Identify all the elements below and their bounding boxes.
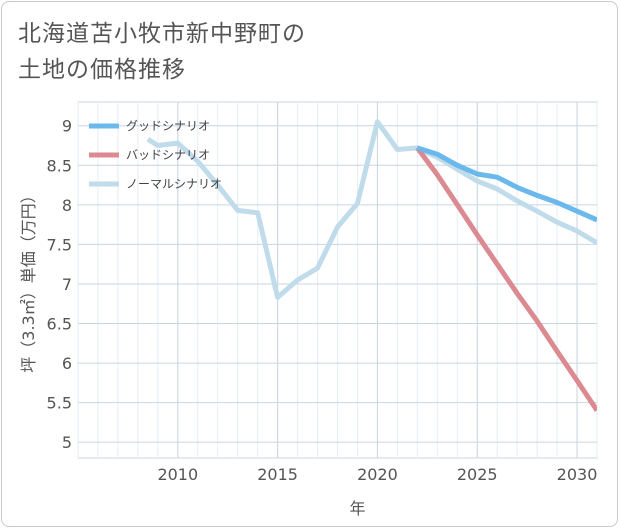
chart-title-line-1: 北海道苫小牧市新中野町の [18, 21, 306, 47]
y-tick-label: 8 [62, 196, 72, 215]
y-tick-label: 5 [62, 433, 72, 452]
series-line-good [416, 145, 597, 223]
y-tick-label: 8.5 [47, 156, 72, 175]
y-tick-label: 7.5 [47, 235, 72, 254]
x-tick-label: 2025 [457, 465, 498, 484]
series-line-bad [415, 146, 597, 412]
y-tick-label: 6.5 [47, 315, 72, 334]
chart-title: 北海道苫小牧市新中野町の 土地の価格推移 [18, 16, 578, 88]
series-line-normal [146, 119, 597, 300]
legend-label-good: グッドシナリオ [126, 119, 210, 133]
y-tick-label: 5.5 [47, 394, 72, 413]
x-tick-label: 2010 [157, 465, 198, 484]
legend-label-normal: ノーマルシナリオ [126, 177, 222, 191]
x-tick-label: 2030 [557, 465, 598, 484]
x-tick-label: 2015 [257, 465, 298, 484]
legend-label-bad: バッドシナリオ [126, 148, 210, 162]
x-axis-title: 年 [349, 499, 365, 518]
y-tick-label: 6 [62, 354, 72, 373]
y-tick-label: 7 [62, 275, 72, 294]
y-tick-label: 9 [62, 117, 72, 136]
chart-title-line-2: 土地の価格推移 [18, 57, 186, 83]
x-tick-label: 2020 [357, 465, 398, 484]
y-axis-title: 坪（3.3㎡）単価（万円） [19, 187, 38, 372]
